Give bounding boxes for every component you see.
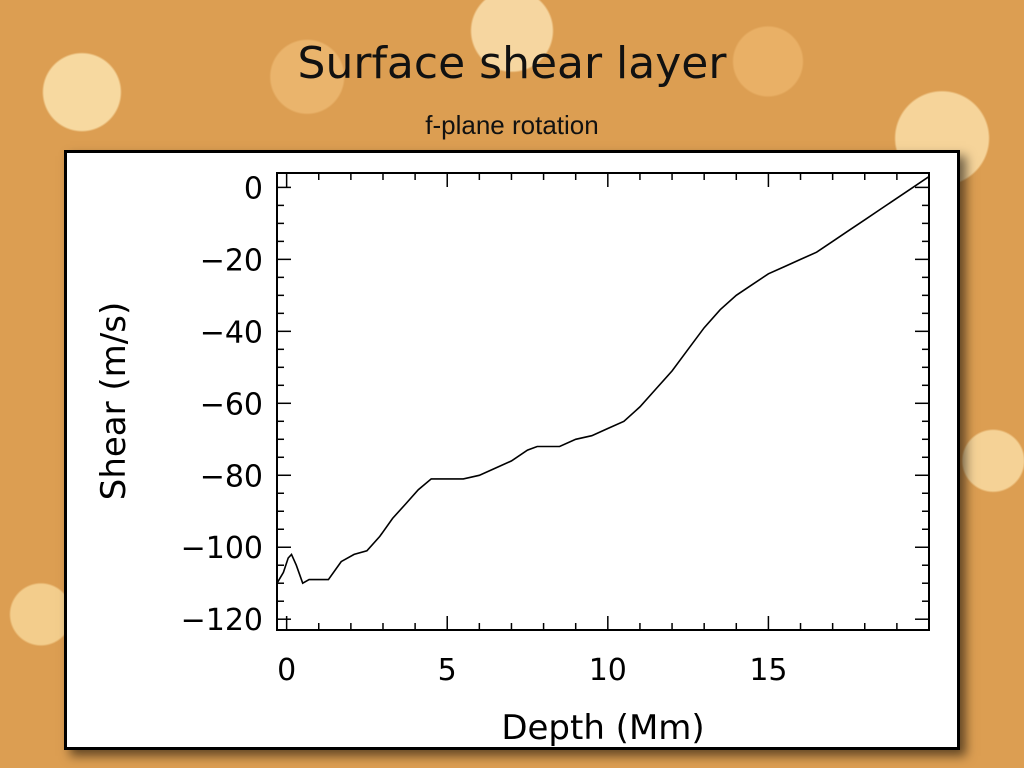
y-tick-label: −80 <box>200 459 263 494</box>
y-tick-label: −40 <box>200 315 263 350</box>
y-tick-label: −20 <box>200 243 263 278</box>
y-tick-labels: 0 −20 −40 −60 −80 −100 −120 <box>181 171 263 638</box>
y-tick-label: −100 <box>181 531 263 566</box>
ticks <box>277 173 930 630</box>
x-tick-label: 0 <box>277 653 296 688</box>
chart-frame: 0 −20 −40 −60 −80 −100 −120 0 5 10 15 Depth (Mm) … <box>64 150 960 750</box>
shear-depth-chart: 0−20−40−60−80−100−120 0 5 10 15 Depth (Mm) … <box>94 171 930 747</box>
shear-series-line <box>276 175 930 585</box>
y-tick-label: −60 <box>200 387 263 422</box>
plot-area-border <box>276 172 930 631</box>
y-tick-label: 0 <box>244 171 263 206</box>
y-tick-label: −120 <box>181 603 263 638</box>
x-tick-label: 5 <box>438 653 457 688</box>
slide-title: Surface shear layer <box>297 38 727 89</box>
x-tick-label: 15 <box>749 653 787 688</box>
x-tick-labels: 0 5 10 15 <box>277 653 787 688</box>
slide-subtitle: f-plane rotation <box>425 110 599 140</box>
x-axis-label: Depth (Mm) <box>501 708 704 747</box>
y-axis-label: Shear (m/s) <box>94 302 134 501</box>
x-tick-label: 10 <box>589 653 627 688</box>
